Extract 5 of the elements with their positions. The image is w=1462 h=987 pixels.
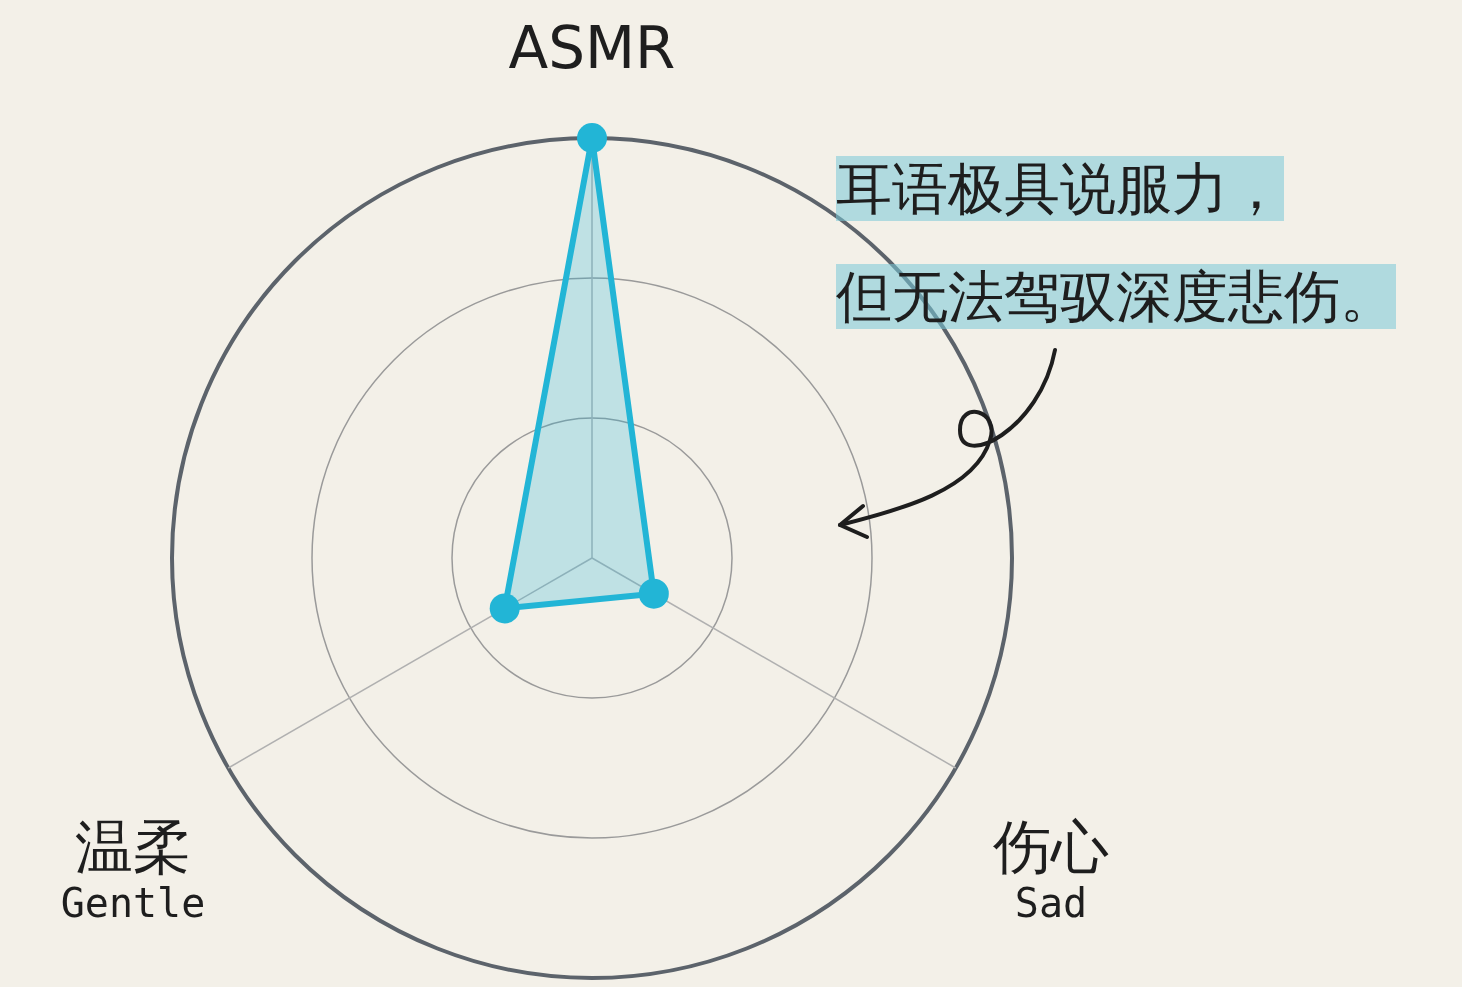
spoke-label: 伤心 Sad [992, 813, 1109, 927]
spoke-label: ASMR [508, 14, 676, 83]
spoke-label: 温柔 Gentle [60, 813, 206, 927]
text: 耳语极具说服力， [836, 156, 1284, 221]
text: 但无法驾驭深度悲伤。 [836, 264, 1396, 329]
